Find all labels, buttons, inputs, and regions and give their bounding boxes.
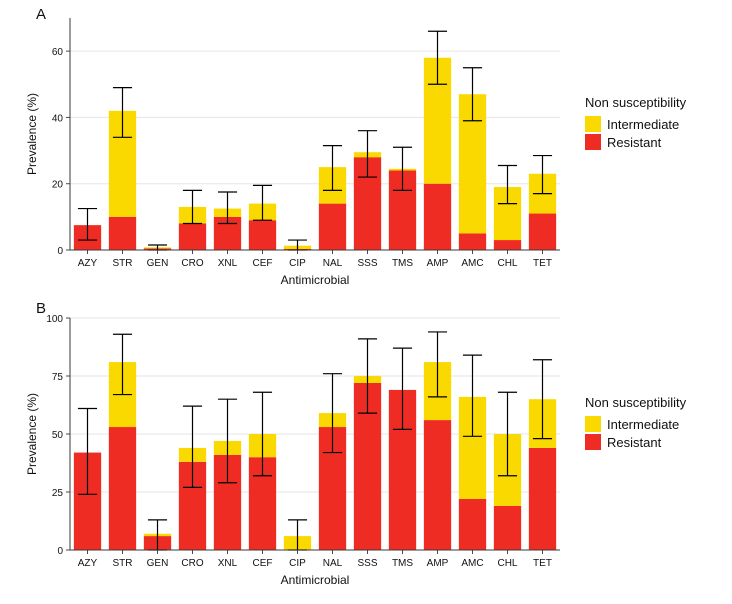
chart-panel-b: 0 25 50 75 100 AZY STR GEN CRO XNL CEF CIP NAL SSS TMS…: [20, 313, 570, 600]
bar-resistant: [494, 240, 521, 250]
bar-resistant: [319, 204, 346, 250]
legend-item: Resistant: [585, 134, 686, 150]
y-axis-label: Prevalence (%): [25, 393, 39, 475]
legend-swatch: [585, 434, 601, 450]
legend-item: Intermediate: [585, 416, 686, 432]
legend-title: Non susceptibility: [585, 95, 686, 110]
svg-text:0: 0: [57, 246, 63, 257]
svg-text:100: 100: [46, 314, 63, 325]
x-axis-label: Antimicrobial: [281, 573, 350, 587]
svg-text:20: 20: [52, 180, 64, 191]
x-axis-label: Antimicrobial: [281, 273, 350, 287]
x-tick-label: XNL: [218, 258, 238, 269]
svg-text:60: 60: [52, 47, 64, 58]
x-tick-label: AMC: [461, 558, 483, 569]
bar-resistant: [529, 214, 556, 250]
x-tick-label: NAL: [323, 258, 343, 269]
x-tick-label: CEF: [253, 558, 273, 569]
x-tick-label: AZY: [78, 258, 98, 269]
x-tick-label: STR: [113, 258, 133, 269]
x-tick-label: TMS: [392, 558, 413, 569]
bar-resistant: [459, 233, 486, 250]
svg-text:75: 75: [52, 372, 64, 383]
x-tick-label: CIP: [289, 558, 306, 569]
x-tick-label: GEN: [147, 258, 169, 269]
legend-label: Intermediate: [607, 117, 679, 132]
x-tick-label: CHL: [497, 558, 517, 569]
svg-text:0: 0: [57, 546, 63, 557]
chart-panel-a: 0 20 40 60 AZY STR GEN CRO XNL CEF CIP NAL SSS TMS AMP…: [20, 13, 570, 300]
legend-title: Non susceptibility: [585, 395, 686, 410]
x-tick-label: TET: [533, 558, 552, 569]
x-tick-label: AMP: [427, 558, 449, 569]
x-tick-label: AMP: [427, 258, 449, 269]
bar-resistant: [424, 184, 451, 250]
bar-resistant: [529, 448, 556, 550]
x-tick-label: GEN: [147, 558, 169, 569]
legend-item: Intermediate: [585, 116, 686, 132]
x-tick-label: CHL: [497, 258, 517, 269]
x-tick-label: SSS: [357, 258, 377, 269]
x-tick-label: STR: [113, 558, 133, 569]
bar-resistant: [179, 223, 206, 250]
bar-resistant: [494, 506, 521, 550]
legend-panel-a: Non susceptibility Intermediate Resistant: [585, 95, 686, 152]
x-tick-label: CRO: [181, 558, 203, 569]
legend-item: Resistant: [585, 434, 686, 450]
x-tick-label: CIP: [289, 258, 306, 269]
x-tick-label: AZY: [78, 558, 98, 569]
x-tick-label: TET: [533, 258, 552, 269]
legend-panel-b: Non susceptibility Intermediate Resistant: [585, 395, 686, 452]
legend-swatch: [585, 116, 601, 132]
x-tick-label: CRO: [181, 258, 203, 269]
y-axis-label: Prevalence (%): [25, 93, 39, 175]
x-tick-label: SSS: [357, 558, 377, 569]
legend-swatch: [585, 134, 601, 150]
x-tick-label: XNL: [218, 558, 238, 569]
legend-swatch: [585, 416, 601, 432]
bar-resistant: [249, 220, 276, 250]
x-tick-label: TMS: [392, 258, 413, 269]
legend-label: Intermediate: [607, 417, 679, 432]
legend-label: Resistant: [607, 135, 661, 150]
x-tick-label: CEF: [253, 258, 273, 269]
bar-resistant: [109, 427, 136, 550]
x-tick-label: NAL: [323, 558, 343, 569]
x-tick-label: AMC: [461, 258, 483, 269]
bar-resistant: [459, 499, 486, 550]
svg-text:40: 40: [52, 113, 64, 124]
svg-text:25: 25: [52, 488, 64, 499]
bar-resistant: [109, 217, 136, 250]
bar-resistant: [424, 420, 451, 550]
svg-text:50: 50: [52, 430, 64, 441]
legend-label: Resistant: [607, 435, 661, 450]
